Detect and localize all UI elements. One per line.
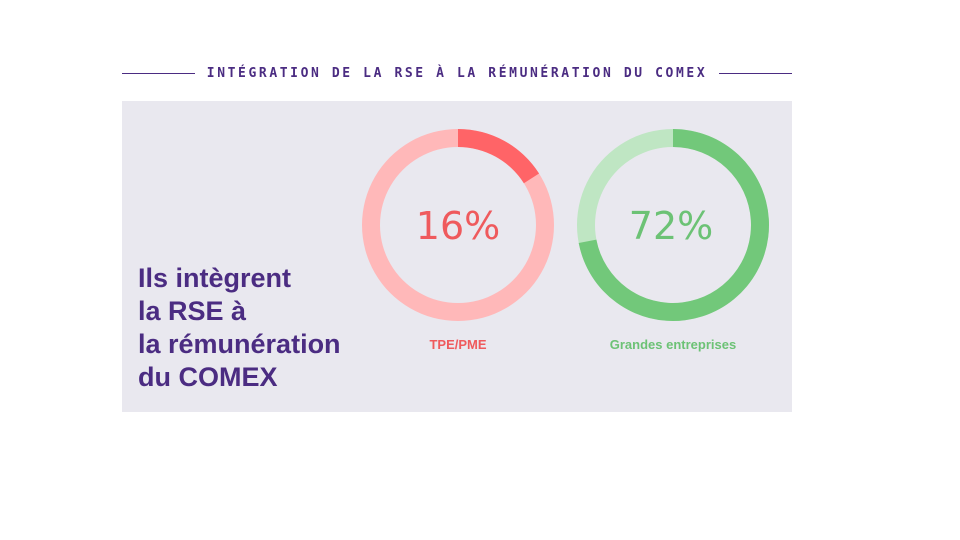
title-rule-right: [719, 72, 793, 74]
donut-tpe-pme-value-label: 16%: [416, 204, 500, 248]
donut-grandes-entreprises-value-label: 72%: [629, 204, 713, 248]
headline: Ils intègrent la RSE à la rémunération d…: [138, 262, 398, 394]
donut-grandes-entreprises-category-label: Grandes entreprises: [610, 337, 736, 352]
chart-title-row: INTÉGRATION DE LA RSE À LA RÉMUNÉRATION …: [122, 60, 793, 86]
title-rule-left: [122, 72, 195, 74]
chart-panel: Ils intègrent la RSE à la rémunération d…: [122, 101, 792, 412]
donut-tpe-pme: 16% TPE/PME: [361, 129, 554, 352]
donut-grandes-entreprises: 72% Grandes entreprises: [576, 129, 769, 352]
donut-tpe-pme-value-arc: [458, 129, 540, 184]
donut-tpe-pme-category-label: TPE/PME: [429, 337, 486, 352]
headline-line-4: du COMEX: [138, 362, 278, 392]
headline-line-3: la rémunération: [138, 329, 341, 359]
chart-title: INTÉGRATION DE LA RSE À LA RÉMUNÉRATION …: [206, 65, 708, 81]
headline-line-1: Ils intègrent: [138, 263, 292, 293]
headline-line-2: la RSE à: [138, 296, 247, 326]
